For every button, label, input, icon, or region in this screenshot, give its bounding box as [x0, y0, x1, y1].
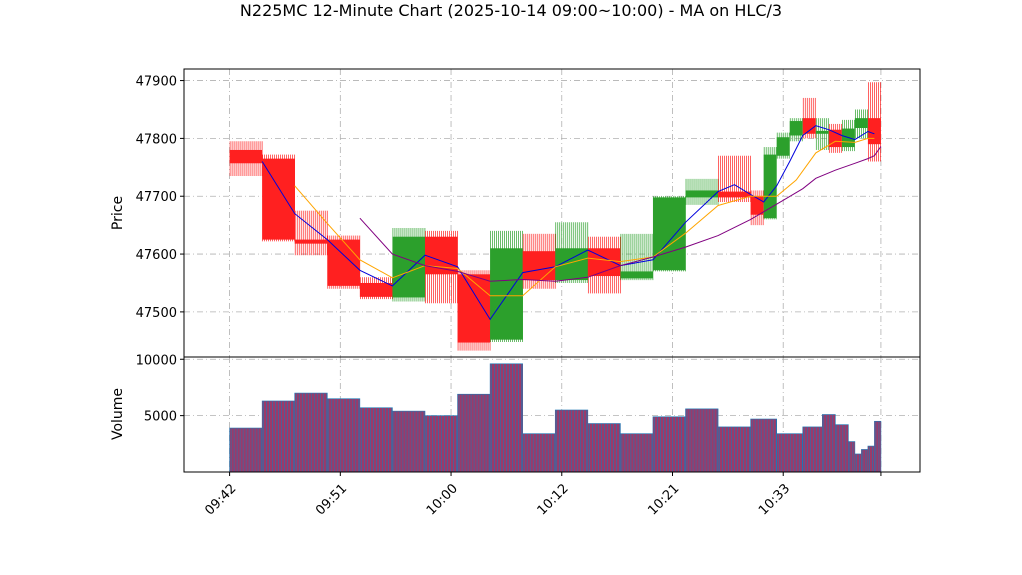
volume-bar	[489, 363, 523, 473]
volume-bar	[359, 407, 393, 473]
volume-bar-body	[835, 424, 849, 473]
volume-bar-body	[848, 441, 856, 473]
volume-bar	[835, 424, 849, 473]
volume-bar	[802, 426, 823, 473]
volume-bar-body	[874, 420, 882, 473]
moving-average-line-3	[359, 146, 882, 282]
volume-bar	[457, 393, 491, 473]
volume-y-axis-label: Volume	[110, 388, 126, 440]
candle-body	[685, 190, 719, 198]
volume-bar	[874, 420, 882, 473]
price-y-tick-label: 47500	[136, 306, 177, 321]
volume-bar-body	[861, 449, 869, 473]
candle-up	[789, 118, 803, 142]
candle-body	[522, 251, 556, 281]
candle-up	[392, 228, 426, 302]
volume-bar	[685, 408, 719, 473]
candle-down	[229, 141, 263, 176]
candle-down	[262, 154, 296, 242]
price-y-tick-label: 47700	[136, 190, 177, 205]
volume-bar	[326, 398, 361, 473]
volume-bar-body	[854, 453, 862, 473]
volume-bar	[424, 415, 458, 473]
volume-y-tick-label: 5000	[144, 410, 177, 425]
candle-body	[750, 196, 764, 215]
candle-up	[763, 147, 777, 220]
candle-up	[685, 178, 719, 205]
volume-axes-frame	[183, 356, 921, 473]
volume-bar-body	[822, 414, 836, 473]
volume-bar	[822, 414, 836, 473]
candle-up	[652, 196, 686, 272]
candle-body	[815, 130, 829, 134]
candle-down	[359, 277, 393, 300]
candle-down	[802, 97, 816, 139]
volume-bar	[229, 427, 263, 473]
price-y-tick-label: 47600	[136, 248, 177, 263]
price-y-tick-label: 47900	[136, 75, 177, 90]
price-y-axis-label: Price	[110, 196, 126, 230]
volume-bar	[854, 453, 862, 473]
candle-body	[854, 118, 868, 128]
volume-bar	[392, 410, 426, 473]
volume-bar	[717, 426, 751, 473]
candle-body	[327, 239, 360, 286]
candle-body	[867, 118, 881, 145]
volume-bar-body	[776, 433, 804, 473]
candle-down	[522, 233, 556, 289]
candle-up	[854, 109, 868, 139]
volume-bar	[776, 433, 804, 473]
candle-body	[392, 236, 425, 298]
candle-up	[815, 118, 829, 150]
candle-body	[789, 121, 803, 136]
candle-body	[776, 137, 790, 156]
volume-bar-body	[867, 445, 875, 473]
candle-down	[867, 82, 881, 162]
chart-title: N225MC 12-Minute Chart (2025-10-14 09:00…	[240, 1, 782, 20]
candle-up	[620, 233, 654, 281]
volume-bar-body	[750, 418, 778, 473]
moving-average-line-2	[294, 137, 875, 297]
volume-bar	[522, 433, 556, 473]
candle-body	[620, 271, 653, 279]
volume-bar	[867, 445, 875, 473]
volume-bar	[294, 392, 328, 473]
volume-panel: 5000 10000 Volume	[110, 353, 921, 473]
candle-down	[294, 210, 328, 256]
candle-body	[763, 154, 777, 219]
moving-average-line-1	[261, 125, 875, 321]
volume-bar	[750, 418, 778, 473]
candle-body	[294, 239, 328, 244]
candle-body	[718, 191, 751, 198]
candle-body	[652, 197, 686, 271]
moving-average-lines	[261, 125, 882, 321]
candle-body	[490, 248, 523, 340]
price-y-ticks: 47500 47600 47700 47800 47900	[136, 75, 184, 321]
price-y-tick-label: 47800	[136, 132, 177, 147]
volume-y-tick-label: 10000	[136, 353, 177, 368]
volume-bar	[620, 433, 654, 473]
volume-bar	[652, 416, 686, 473]
volume-bars	[229, 363, 882, 473]
candle-up	[490, 230, 523, 342]
candle-body	[229, 149, 263, 164]
candle-body	[802, 118, 816, 134]
volume-bar	[848, 441, 856, 473]
candle-up	[776, 132, 790, 159]
candle-body	[262, 158, 295, 240]
volume-bar	[554, 409, 589, 473]
candle-body	[359, 282, 393, 297]
volume-bar	[861, 449, 869, 473]
volume-bar	[261, 400, 296, 473]
candle-down	[718, 155, 751, 203]
price-panel: 47500 47600 47700 47800 47900 Price	[110, 68, 921, 358]
volume-y-ticks: 5000 10000	[136, 353, 184, 425]
candle-body	[457, 274, 491, 343]
volume-bar	[587, 423, 621, 473]
